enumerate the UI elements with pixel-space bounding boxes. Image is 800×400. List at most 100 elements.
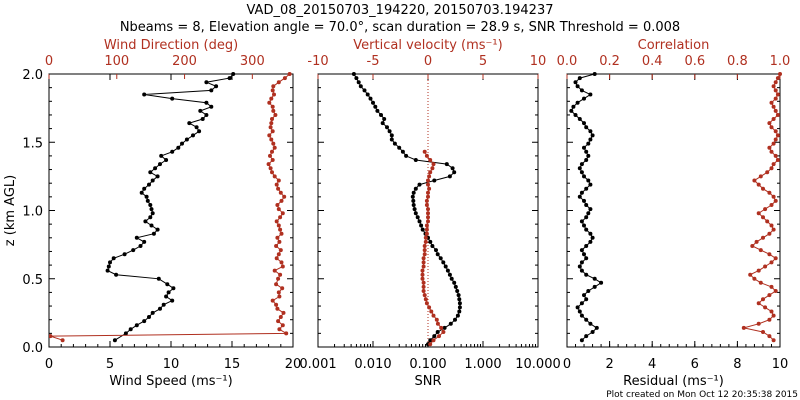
data-point	[144, 194, 149, 199]
data-point	[773, 129, 778, 134]
data-point	[584, 317, 589, 322]
data-point	[379, 113, 383, 117]
data-point	[269, 121, 274, 126]
data-point	[765, 219, 770, 224]
data-point	[763, 207, 768, 212]
data-point	[752, 276, 757, 281]
data-point	[270, 158, 275, 162]
data-point	[280, 323, 285, 328]
data-point	[748, 272, 753, 277]
data-point	[424, 223, 429, 228]
data-point	[428, 239, 433, 244]
data-point	[351, 72, 356, 76]
data-point	[430, 244, 435, 248]
data-point	[432, 334, 437, 339]
data-point	[142, 186, 147, 191]
data-point	[590, 133, 595, 138]
data-point	[380, 121, 385, 126]
data-point	[426, 178, 430, 183]
data-point	[444, 162, 449, 167]
data-point	[429, 309, 434, 314]
data-point	[164, 158, 169, 162]
top-tick-label: -5	[367, 54, 380, 69]
top-tick-label: 0.0	[557, 54, 578, 69]
data-point	[385, 125, 389, 130]
top-tick-label: 5	[479, 54, 487, 69]
data-point	[577, 117, 582, 121]
data-point	[773, 256, 778, 261]
data-point	[741, 325, 746, 330]
series-middle-top	[420, 149, 446, 347]
data-point	[432, 178, 437, 183]
series-left-bottom	[105, 72, 236, 343]
data-point	[588, 321, 593, 326]
data-point	[421, 256, 426, 261]
data-point	[274, 256, 279, 261]
data-point	[773, 153, 778, 158]
data-point	[761, 215, 765, 220]
data-point	[771, 84, 776, 89]
data-point	[448, 321, 453, 326]
data-point	[577, 166, 582, 171]
data-point	[423, 235, 428, 240]
data-point	[437, 334, 441, 339]
data-point	[272, 174, 277, 179]
data-point	[279, 231, 284, 236]
data-point	[758, 248, 763, 253]
data-point	[761, 330, 765, 334]
data-point	[579, 170, 584, 175]
data-point	[584, 203, 589, 207]
data-point	[422, 252, 427, 257]
top-axis-label: Wind Direction (deg)	[104, 38, 238, 53]
data-point	[584, 149, 589, 154]
data-point	[773, 88, 778, 93]
data-point	[148, 203, 153, 207]
data-point	[767, 317, 772, 322]
data-point	[773, 108, 778, 113]
data-point	[134, 235, 139, 240]
data-point	[204, 113, 209, 117]
data-point	[769, 166, 774, 171]
data-point	[112, 338, 117, 343]
data-point	[278, 190, 283, 195]
data-point	[427, 174, 432, 179]
data-point	[371, 100, 375, 105]
data-point	[773, 137, 778, 142]
data-point	[276, 80, 281, 85]
data-point	[769, 284, 774, 289]
data-point	[426, 215, 430, 220]
data-point	[775, 158, 780, 162]
data-point	[147, 315, 151, 319]
data-point	[268, 125, 273, 130]
data-point	[161, 302, 166, 307]
bottom-tick-label: 5	[106, 357, 114, 372]
data-point	[442, 325, 447, 330]
bottom-tick-label: 1.000	[464, 357, 501, 372]
data-point	[209, 104, 214, 109]
data-point	[276, 207, 281, 212]
data-point	[584, 334, 589, 339]
data-point	[577, 194, 582, 199]
data-point	[586, 141, 591, 146]
data-point	[145, 198, 150, 203]
data-point	[413, 211, 418, 216]
data-point	[455, 289, 460, 293]
data-point	[452, 280, 457, 285]
top-axis-label: Vertical velocity (ms⁻¹)	[353, 38, 502, 53]
data-point	[424, 153, 429, 158]
data-point	[769, 260, 774, 265]
data-point	[148, 170, 153, 175]
data-point	[419, 223, 424, 228]
data-point	[159, 153, 164, 158]
data-point	[276, 178, 281, 183]
data-point	[424, 231, 429, 236]
data-point	[457, 297, 462, 302]
data-point	[270, 117, 274, 121]
top-tick-label: 300	[240, 54, 265, 69]
data-point	[138, 244, 143, 248]
data-point	[184, 137, 189, 142]
data-point	[270, 88, 275, 93]
data-point	[277, 239, 282, 244]
data-point	[582, 293, 586, 298]
